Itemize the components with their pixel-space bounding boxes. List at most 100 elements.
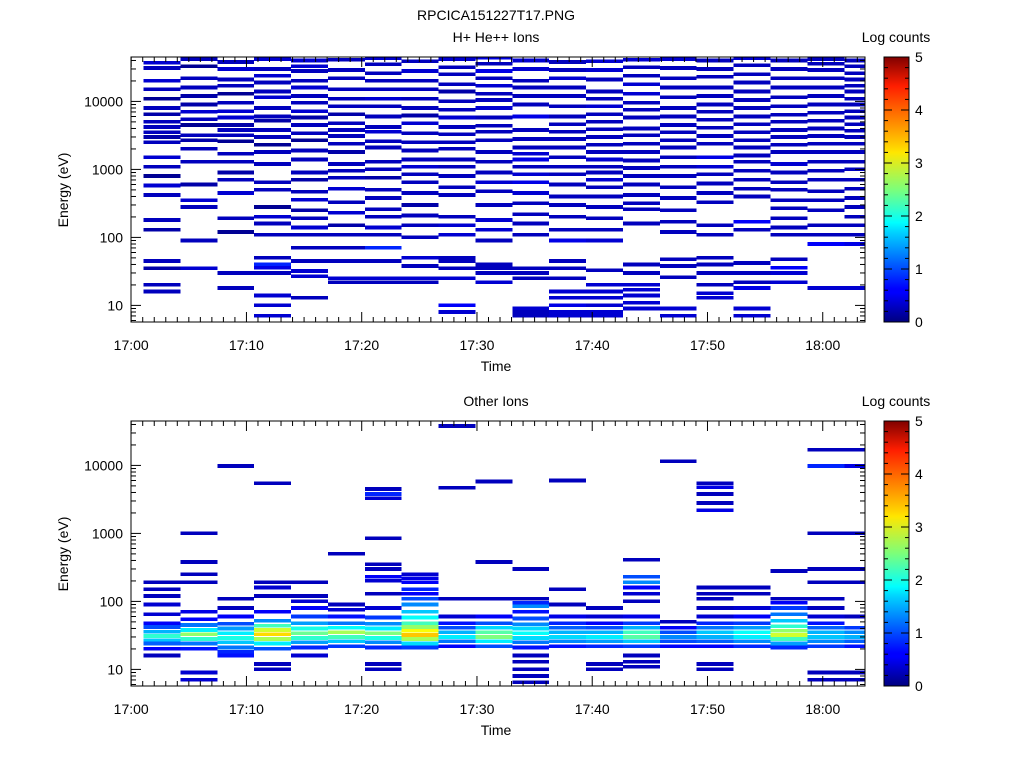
spectrogram-cell — [549, 266, 587, 271]
spectrogram-cell — [438, 185, 476, 189]
spectrogram-cell — [364, 232, 402, 237]
spectrogram-cell — [770, 271, 808, 275]
spectrogram-cell — [254, 262, 291, 267]
spectrogram-cell — [549, 303, 587, 308]
spectrogram-cell — [438, 276, 476, 281]
spectrogram-cell — [844, 670, 865, 675]
spectrogram-cell — [696, 94, 734, 98]
spectrogram-cell — [254, 647, 291, 651]
spectrogram-cell — [844, 625, 865, 630]
spectrogram-cell — [696, 110, 734, 114]
spectrogram-cell — [475, 69, 513, 73]
spectrogram-cell — [217, 159, 255, 164]
spectrogram-cell — [401, 264, 439, 268]
spectrogram-cell — [438, 174, 476, 178]
spectrogram-cell — [512, 636, 550, 640]
spectrogram-cell — [217, 614, 255, 619]
spectrogram-cell — [623, 635, 660, 639]
spectrogram-cell — [623, 82, 660, 86]
spectrogram-cell — [549, 203, 587, 207]
spectrogram-cell — [143, 174, 181, 178]
spectrogram-cell — [623, 221, 660, 226]
spectrogram-cell — [291, 269, 328, 273]
spectrogram-cell — [770, 170, 808, 175]
spectrogram-cell — [512, 622, 550, 627]
spectrogram-cell — [401, 596, 439, 601]
spectrogram-cell — [401, 172, 439, 176]
spectrogram-cell — [401, 625, 439, 629]
spectrogram-cell — [364, 487, 402, 491]
spectrogram-cell — [475, 57, 513, 60]
spectrogram-cell — [180, 678, 218, 682]
spectrogram-cell — [217, 133, 255, 137]
spectrogram-cell — [180, 531, 218, 536]
spectrogram-cell — [807, 531, 845, 536]
spectrogram-cell — [512, 266, 550, 271]
spectrogram-cell — [696, 501, 734, 505]
spectrogram-cell — [254, 637, 291, 641]
spectrogram-cell — [807, 625, 845, 630]
spectrogram-cell — [364, 615, 402, 620]
spectrogram-cell — [364, 71, 402, 75]
spectrogram-cell — [254, 118, 291, 123]
spectrogram-cell — [549, 215, 587, 219]
spectrogram-cell — [844, 167, 865, 172]
spectrogram-cell — [401, 79, 439, 83]
spectrogram-cell — [327, 162, 365, 166]
spectrogram-cell — [438, 232, 476, 237]
spectrogram-cell — [512, 94, 550, 98]
spectrogram-cell — [438, 147, 476, 151]
spectrogram-cell — [475, 630, 513, 635]
spectrogram-cell — [364, 139, 402, 143]
spectrogram-cell — [512, 567, 550, 571]
spectrogram-cell — [512, 145, 550, 150]
spectrogram-cell — [844, 96, 865, 101]
spectrogram-cell — [733, 106, 771, 110]
spectrogram-cell — [512, 180, 550, 184]
spectrogram-cell — [623, 73, 660, 78]
spectrogram-cell — [217, 151, 255, 156]
spectrogram-cell — [364, 259, 402, 263]
spectrogram-cell — [659, 635, 697, 639]
spectrogram-cell — [696, 172, 734, 176]
spectrogram-cell — [549, 630, 587, 635]
spectrogram-cell — [623, 306, 660, 311]
spectrogram-cell — [327, 259, 365, 263]
spectrogram-cell — [364, 579, 402, 583]
spectrogram-cell — [549, 172, 587, 176]
spectrogram-cell — [217, 606, 255, 610]
spectrogram-cell — [733, 621, 771, 625]
spectrogram-cell — [401, 256, 439, 260]
spectrogram-cell — [733, 314, 771, 318]
spectrogram-cell — [733, 130, 771, 135]
spectrogram-cell — [327, 134, 365, 138]
spectrogram-cell — [696, 485, 734, 489]
spectrogram-cell — [696, 291, 734, 296]
spectrogram-cell — [291, 101, 328, 105]
spectrogram-cell — [475, 621, 513, 625]
spectrogram-cell — [327, 223, 365, 228]
spectrogram-cell — [438, 639, 476, 643]
spectrogram-cell — [770, 225, 808, 230]
spectrogram-cell — [254, 618, 291, 623]
spectrogram-cell — [844, 678, 865, 682]
spectrogram-cell — [623, 653, 660, 658]
spectrogram-cell — [586, 283, 623, 287]
spectrogram-cell — [770, 606, 808, 610]
spectrogram-cell — [438, 125, 476, 129]
spectrogram-cell — [623, 580, 660, 585]
spectrogram-cell — [291, 216, 328, 221]
spectrogram-cell — [770, 629, 808, 633]
spectrogram-cell — [733, 261, 771, 265]
spectrogram-cell — [512, 212, 550, 216]
y-axis-label: Energy (eV) — [55, 517, 71, 592]
spectrogram-cell — [327, 112, 365, 116]
spectrogram-cell — [217, 101, 255, 105]
spectrogram-cell — [770, 128, 808, 132]
spectrogram-cell — [696, 621, 734, 625]
spectrogram-cell — [217, 191, 255, 195]
spectrogram-cell — [401, 148, 439, 153]
spectrogram-cell — [659, 138, 697, 142]
spectrogram-cell — [549, 114, 587, 119]
spectrogram-cell — [143, 621, 181, 625]
